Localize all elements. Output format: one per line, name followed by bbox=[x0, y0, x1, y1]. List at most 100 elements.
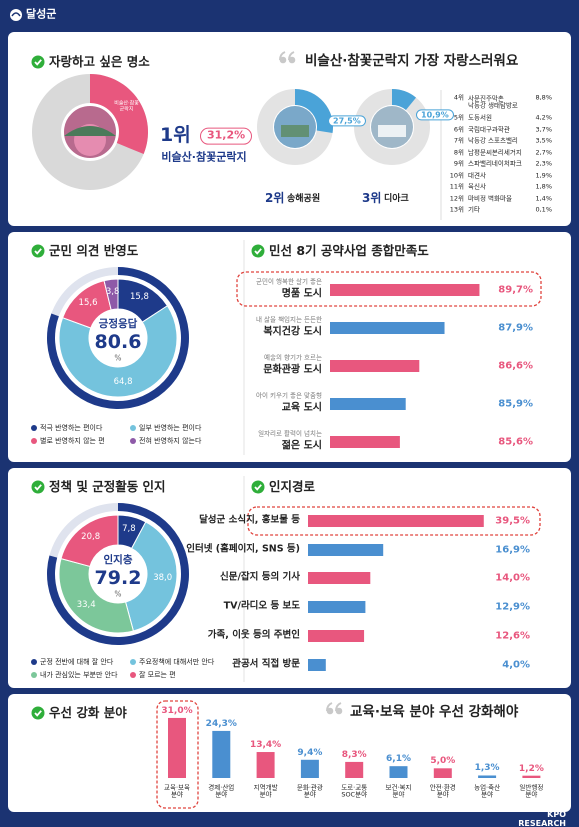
list-name: 스파밸리네이처파크 bbox=[468, 159, 522, 168]
legend-label: 적극 반영하는 편이다 bbox=[40, 423, 103, 432]
check-mark bbox=[34, 248, 42, 255]
bar-category: 보건·복지 분야 bbox=[385, 783, 412, 799]
bar-label: 가족, 이웃 등의 주변인 bbox=[207, 629, 300, 641]
list-rank: 11위 bbox=[449, 182, 464, 191]
list-value: 1,9% bbox=[535, 170, 552, 179]
donut-track bbox=[353, 89, 430, 165]
section-title: 정책 및 군정활동 인지 bbox=[49, 478, 166, 494]
value-label: 31,2% bbox=[200, 127, 253, 145]
bar-subtitle: 예술의 향기가 흐르는 bbox=[264, 353, 322, 362]
value-label: 31,0% bbox=[161, 705, 193, 716]
headline: 비슬산·참꽃군락지 가장 자랑스러워요 bbox=[305, 53, 519, 70]
bar bbox=[308, 572, 371, 584]
legend-label: 전혀 반영하지 않는다 bbox=[139, 436, 202, 445]
bar bbox=[212, 730, 231, 778]
quote-mark bbox=[335, 702, 342, 712]
segment-label: 3,8 bbox=[105, 287, 120, 298]
bar-subtitle: 내 삶을 책임지는 든든한 bbox=[256, 315, 322, 324]
bar bbox=[330, 284, 480, 296]
bar bbox=[478, 775, 497, 778]
bar bbox=[330, 360, 420, 372]
donut-segment bbox=[90, 74, 148, 155]
list-rank: 6위 bbox=[453, 124, 464, 133]
bar bbox=[308, 515, 484, 527]
bar bbox=[330, 322, 445, 334]
value-label: 12,6% bbox=[495, 630, 530, 642]
bar bbox=[345, 761, 364, 778]
segment-label: 20,8 bbox=[81, 532, 101, 543]
rank: 1위 bbox=[160, 124, 191, 147]
bar-category: 문화·관광 분야 bbox=[296, 783, 323, 799]
center-value: 79.2 bbox=[94, 567, 142, 590]
check-mark bbox=[34, 59, 42, 66]
check-mark bbox=[34, 484, 42, 491]
check-mark bbox=[254, 484, 262, 491]
section-title: 민선 8기 공약사업 종합만족도 bbox=[269, 242, 429, 258]
segment-label: 15,6 bbox=[78, 298, 98, 309]
check-icon bbox=[251, 244, 265, 258]
section-title: 인지경로 bbox=[269, 478, 316, 494]
highlight-box bbox=[156, 700, 199, 809]
legend-label: 내가 관심있는 부분만 안다 bbox=[40, 670, 118, 679]
quote-mark bbox=[288, 56, 296, 64]
check-mark bbox=[254, 248, 262, 255]
footer-text: KPO RESEARCH bbox=[518, 809, 567, 827]
bar-label: 젊은 도시 bbox=[281, 440, 322, 452]
value-label: 85,9% bbox=[498, 398, 533, 410]
center-label: 인지층 bbox=[103, 553, 133, 566]
list-name: 대견사 bbox=[468, 170, 486, 179]
legend-marker bbox=[31, 672, 37, 678]
list-value: 2,7% bbox=[535, 147, 552, 156]
bar-subtitle: 아이 키우기 좋은 맞춤형 bbox=[256, 391, 322, 400]
bar bbox=[308, 601, 366, 613]
center-unit: % bbox=[114, 353, 122, 363]
bar-category: 농업·축산 분야 bbox=[474, 783, 501, 799]
bar-label: TV/라디오 등 보도 bbox=[223, 600, 300, 612]
list-value: 1,4% bbox=[535, 193, 552, 202]
bar-subtitle: 일자리로 활력이 넘치는 bbox=[258, 429, 322, 438]
bar-label: 신문/잡지 등의 기사 bbox=[219, 571, 300, 583]
highlight-box bbox=[247, 506, 541, 536]
bar-category: 일반행정 분야 bbox=[519, 783, 544, 799]
rank-name: 디아크 bbox=[384, 193, 409, 204]
check-icon bbox=[31, 706, 45, 720]
list-value: 1,8% bbox=[535, 182, 552, 191]
list-name: 육신사 bbox=[468, 182, 486, 191]
segment-label: 7,8 bbox=[122, 524, 136, 535]
highlight-box bbox=[236, 271, 542, 307]
value-label: 89,7% bbox=[498, 284, 533, 296]
quote-mark bbox=[326, 707, 334, 715]
legend-marker bbox=[31, 438, 37, 444]
bar bbox=[330, 436, 400, 448]
bar-label: 문화관광 도시 bbox=[263, 364, 322, 376]
bar-category: 경제·산업 분야 bbox=[208, 783, 235, 799]
center bbox=[89, 309, 147, 367]
list-value: 3,7% bbox=[535, 124, 552, 133]
section-title: 우선 강화 분야 bbox=[49, 704, 127, 720]
check-icon bbox=[31, 244, 45, 258]
value-label: 87,9% bbox=[498, 322, 533, 334]
legend-label: 주요정책에 대해서만 안다 bbox=[139, 657, 215, 666]
value-label: 1,3% bbox=[474, 763, 500, 774]
value-label: 5,0% bbox=[430, 756, 456, 767]
value-label: 16,9% bbox=[495, 544, 530, 556]
legend-marker bbox=[130, 672, 136, 678]
bar bbox=[433, 768, 452, 778]
segment-label: 비슬산·참꽃군락지 bbox=[114, 100, 139, 113]
bar-label: 관공서 직접 방문 bbox=[232, 658, 300, 670]
section-title: 자랑하고 싶은 명소 bbox=[49, 53, 150, 69]
rank-name: 비슬산·참꽃군락지 bbox=[161, 150, 247, 164]
value-label: 10,9% bbox=[416, 109, 454, 121]
value-label: 27,5% bbox=[328, 115, 366, 127]
center bbox=[89, 545, 147, 603]
segment-label: 15,8 bbox=[129, 292, 149, 303]
quote-mark bbox=[279, 56, 287, 64]
list-name: 도동서원 bbox=[468, 113, 492, 122]
quote-mark bbox=[288, 51, 295, 61]
list-name: 남평문씨본리세거지 bbox=[468, 147, 522, 156]
list-name: 국립대구과학관 bbox=[468, 124, 510, 133]
value-label: 12,9% bbox=[495, 601, 530, 613]
legend-marker bbox=[130, 425, 136, 431]
list-value: 2,3% bbox=[535, 159, 552, 168]
